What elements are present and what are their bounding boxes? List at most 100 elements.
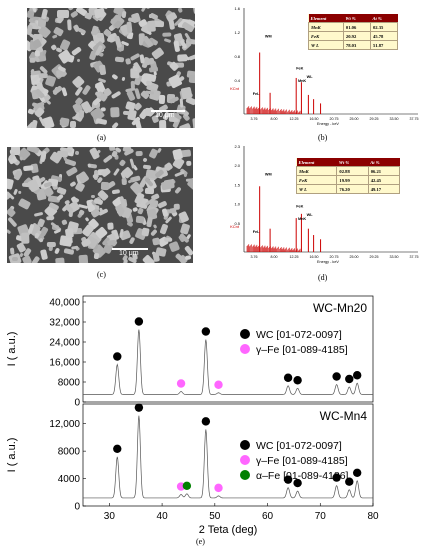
grain bbox=[152, 237, 160, 246]
legend-marker bbox=[240, 440, 250, 450]
table-row: MnK 01.06 02.35 bbox=[308, 22, 399, 32]
table-cell: 76.20 bbox=[336, 184, 369, 194]
y-tick-label: 0.5 bbox=[234, 221, 240, 226]
grain bbox=[40, 152, 45, 163]
grain bbox=[149, 12, 159, 20]
grain bbox=[160, 180, 174, 191]
table-cell: W L bbox=[295, 184, 338, 194]
grain bbox=[162, 32, 172, 37]
table-header: Wt % bbox=[343, 14, 371, 23]
y-tick-label: 1.5 bbox=[234, 182, 240, 187]
grain bbox=[21, 254, 32, 263]
table-cell: MnK bbox=[308, 22, 344, 32]
x-tick-label: 20.75 bbox=[330, 255, 339, 259]
grain bbox=[51, 84, 63, 95]
panel-label-a: (a) bbox=[97, 133, 106, 142]
scale-bar-label: 10 μm bbox=[155, 112, 175, 119]
table-row: MnK 02.88 06.21 bbox=[295, 166, 401, 176]
grain bbox=[140, 8, 147, 13]
grain bbox=[179, 86, 193, 100]
grain bbox=[136, 216, 145, 224]
x-tick-label: 50 bbox=[209, 511, 221, 522]
grain bbox=[20, 232, 30, 244]
grain bbox=[137, 207, 145, 215]
legend-label: α–Fe [01-089-4186] bbox=[256, 470, 349, 482]
table-cell: 49.17 bbox=[367, 184, 401, 194]
grain bbox=[96, 33, 103, 39]
grain bbox=[82, 84, 92, 96]
y-tick-label: 32,000 bbox=[49, 318, 80, 329]
phase-marker bbox=[134, 317, 144, 326]
peak-label: FeL bbox=[253, 92, 260, 96]
grain bbox=[124, 57, 132, 66]
legend-label: γ–Fe [01-089-4185] bbox=[256, 344, 348, 356]
eds-chart: 1.6 1.2 0.8 0.4 KCnt 3.76 8.00 12.25 16.50 20.75 2… bbox=[230, 6, 419, 126]
eds-spectrum-d: 2.3 2.0 1.5 1.0 0.5 KCnt 3.76 8.00 12.25 16.50 20.… bbox=[222, 140, 422, 272]
grain bbox=[17, 190, 21, 195]
legend-label: WC [01-072-0097] bbox=[256, 329, 342, 341]
x-tick-label: 29.25 bbox=[370, 117, 379, 121]
grain bbox=[121, 76, 126, 81]
grain bbox=[74, 85, 83, 96]
x-tick-label: 33.50 bbox=[390, 117, 399, 121]
grain bbox=[144, 187, 154, 194]
table-header: At % bbox=[368, 158, 400, 167]
plot-frame bbox=[82, 295, 374, 403]
grain bbox=[164, 237, 173, 243]
chart-title: WC-Mn4 bbox=[320, 409, 368, 423]
scale-bar-label: 10 μm bbox=[119, 250, 139, 257]
y-tick-label: 0 bbox=[74, 502, 80, 513]
legend-label: γ–Fe [01-089-4185] bbox=[256, 455, 348, 467]
grain bbox=[113, 35, 123, 48]
grain bbox=[57, 9, 70, 19]
phase-marker bbox=[293, 478, 302, 488]
x-tick-label: 16.50 bbox=[310, 255, 319, 259]
x-tick-label: 12.25 bbox=[290, 255, 299, 259]
table-row: W L 78.03 51.87 bbox=[308, 40, 399, 50]
x-tick-label: 37.75 bbox=[410, 117, 419, 121]
grain bbox=[61, 219, 68, 227]
grain bbox=[146, 217, 153, 228]
phase-marker bbox=[345, 374, 354, 384]
table-cell: MnK bbox=[295, 166, 338, 176]
grain bbox=[39, 72, 49, 78]
phase-marker bbox=[352, 371, 362, 380]
grain bbox=[7, 178, 14, 191]
grain bbox=[33, 211, 44, 217]
grain bbox=[183, 172, 188, 178]
grain bbox=[77, 58, 82, 63]
chart-title: WC-Mn20 bbox=[313, 301, 367, 315]
x-tick-label: 25.00 bbox=[350, 255, 359, 259]
panel-label-c: (c) bbox=[97, 270, 106, 279]
grain bbox=[47, 241, 57, 247]
table-cell: 20.92 bbox=[342, 31, 371, 41]
grain bbox=[159, 119, 167, 128]
y-tick-label: 0 bbox=[74, 398, 80, 409]
diffraction-pattern bbox=[83, 329, 373, 395]
legend-marker bbox=[240, 329, 250, 339]
x-tick-label: 25.00 bbox=[350, 117, 359, 121]
y-tick-label: 2.0 bbox=[234, 163, 240, 168]
y-tick-label: 1.6 bbox=[234, 6, 240, 11]
table-cell: 01.06 bbox=[342, 22, 371, 32]
grain bbox=[70, 121, 77, 128]
phase-marker bbox=[283, 373, 293, 382]
panel-label-e: (e) bbox=[196, 537, 205, 546]
x-axis-label: Energy - keV bbox=[317, 260, 339, 264]
diffraction-pattern bbox=[83, 415, 373, 499]
table-header: Wt % bbox=[336, 158, 369, 167]
grain bbox=[129, 52, 141, 62]
grain bbox=[185, 161, 192, 167]
x-tick-label: 37.75 bbox=[410, 255, 419, 259]
grain bbox=[184, 245, 193, 257]
grain bbox=[192, 118, 195, 128]
grain bbox=[188, 74, 195, 84]
table-cell: FeK bbox=[295, 175, 338, 185]
x-tick-label: 8.00 bbox=[271, 255, 278, 259]
grain bbox=[127, 178, 134, 184]
peak-label: FeK bbox=[296, 66, 303, 70]
y-tick-label: 1.2 bbox=[234, 30, 240, 35]
table-header-row: Element Wt % At % bbox=[308, 14, 398, 23]
y-tick-label: 1.0 bbox=[234, 202, 240, 207]
